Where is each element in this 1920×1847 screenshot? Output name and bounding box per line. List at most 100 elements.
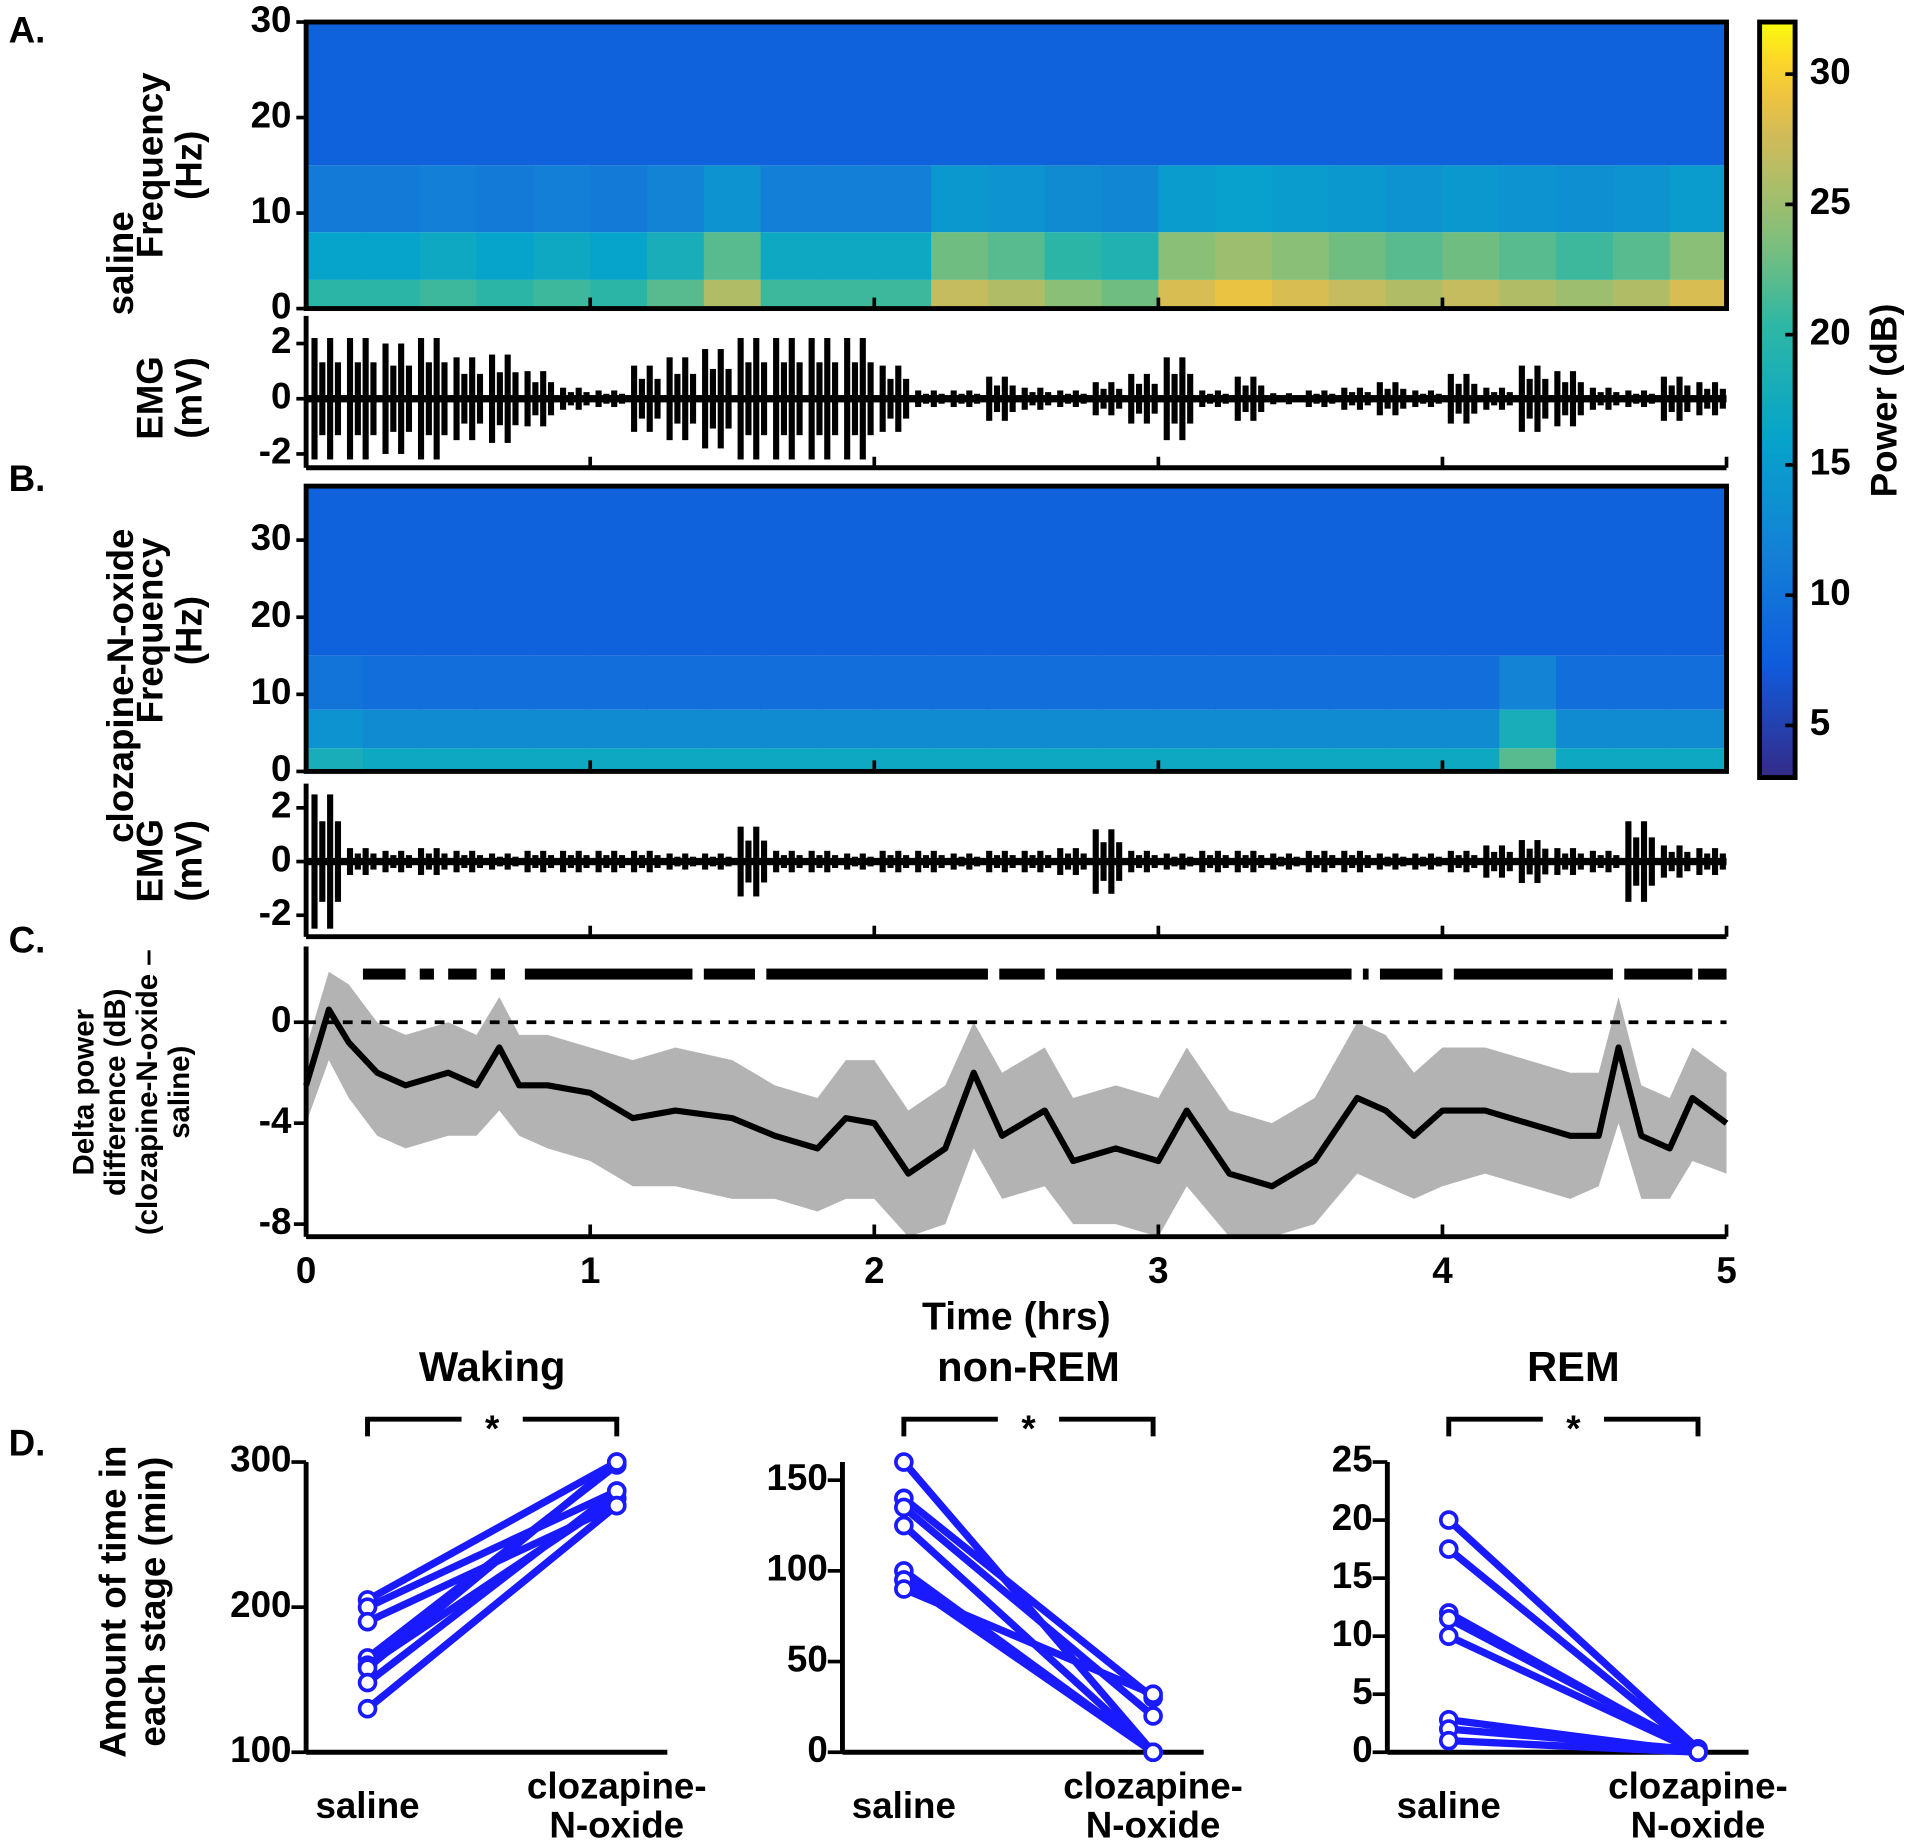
spectrogram-cell (533, 655, 591, 710)
spectrogram-cell (817, 22, 875, 166)
spectrogram-cell (1215, 709, 1273, 749)
x-tick-label: 5 (1716, 1250, 1736, 1291)
y-tick-label: -2 (259, 431, 292, 472)
spectrogram-cell (1612, 232, 1671, 280)
spectrogram-cell (1272, 486, 1330, 656)
spectrogram-cell (987, 232, 1046, 280)
spectrogram-cell (760, 486, 819, 656)
y-tick-label: 0 (271, 375, 291, 416)
spectrogram-cell (1101, 748, 1159, 772)
significance-bar (999, 968, 1045, 980)
panel-title: Waking (419, 1343, 565, 1390)
subject-point (1143, 1684, 1163, 1705)
subject-point (357, 1698, 378, 1719)
spectrogram-cell (362, 709, 421, 749)
spectrogram-cell (306, 232, 364, 280)
spectrogram-cell (362, 22, 421, 166)
spectrogram-cell (476, 655, 535, 710)
spectrogram-cell (1499, 709, 1557, 749)
x-axis-label: Time (hrs) (921, 1293, 1111, 1339)
y-axis-label: Amount of time in each stage (min) (93, 1444, 174, 1758)
x-tick-label: 3 (1148, 1250, 1168, 1291)
spectrogram-cell (1556, 232, 1614, 280)
spectrogram-cell (874, 165, 932, 233)
spectrogram-cell (306, 22, 364, 166)
spectrogram-cell (1328, 22, 1387, 166)
x-tick-label: clozapine-N-oxide (1608, 1766, 1788, 1847)
y-axis-label: Frequency (Hz) (130, 72, 211, 259)
spectrogram-cell (647, 165, 705, 233)
spectrogram-cell (987, 709, 1046, 749)
spectrogram-cell (1158, 165, 1216, 233)
spectrogram-cell (1101, 22, 1159, 166)
spectrogram-cell (1215, 22, 1273, 166)
subject-line (901, 1495, 1156, 1701)
spectrogram-cell (1499, 748, 1557, 772)
spectrogram-cell (1272, 709, 1330, 749)
y-tick-label: 0 (271, 999, 291, 1040)
spectrogram-cell (1385, 279, 1444, 309)
spectrogram-cell (1442, 232, 1500, 280)
panel-title: non-REM (937, 1343, 1120, 1390)
y-axis-label: EMG (mV) (130, 818, 211, 903)
y-tick-label: 10 (1332, 1613, 1373, 1654)
mean-line (303, 1006, 1729, 1190)
spectrogram-cell (1442, 486, 1500, 656)
spectrogram-cell (1101, 655, 1159, 710)
y-tick-label: 100 (766, 1548, 827, 1589)
subject-point (1688, 1742, 1708, 1763)
y-tick-label: 30 (251, 517, 292, 558)
y-tick-label: 200 (230, 1584, 291, 1625)
spectrogram-cell (1272, 748, 1330, 772)
spectrogram-cell (590, 655, 648, 710)
y-tick-label: 0 (271, 748, 291, 789)
colorbar-tick-label: 5 (1810, 702, 1830, 743)
spectrogram-cell (817, 279, 875, 309)
spectrogram-cell (1385, 232, 1444, 280)
spectrogram-cell (1101, 279, 1159, 309)
y-tick-label: 30 (251, 0, 292, 40)
spectrogram-cell (1612, 748, 1671, 772)
subject-point (894, 1579, 914, 1599)
spectrogram-cell (1669, 22, 1728, 166)
spectrogram-cell (1272, 22, 1330, 166)
spectrogram-cell (590, 486, 648, 656)
spectrogram-cell (362, 655, 421, 710)
spectrogram-cell (362, 279, 421, 309)
spectrogram-cell (1158, 486, 1216, 656)
x-tick-label: 2 (864, 1250, 884, 1291)
spectrogram-cell (1215, 486, 1273, 656)
spectrogram-cell (476, 486, 535, 656)
panel-label: C. (8, 920, 46, 961)
spectrogram-cell (533, 486, 591, 656)
spectrogram-cell (1328, 232, 1387, 280)
spectrogram-cell (1101, 709, 1159, 749)
spectrogram-cell (874, 279, 932, 309)
y-tick-label: 5 (1352, 1671, 1372, 1712)
spectrogram-cell (1158, 655, 1216, 710)
spectrogram-cell (1385, 709, 1444, 749)
spectrogram-cell (419, 748, 478, 772)
y-tick-label: 10 (251, 190, 292, 231)
spectrogram-cell (1272, 655, 1330, 710)
spectrogram-cell (1499, 165, 1557, 233)
spectrogram-cell (306, 279, 364, 309)
spectrogram-cell (931, 486, 989, 656)
spectrogram-cell (1669, 655, 1728, 710)
spectrogram-cell (1215, 232, 1273, 280)
spectrogram-cell (1499, 655, 1557, 710)
spectrogram-cell (1215, 279, 1273, 309)
x-tick-label: saline (1396, 1786, 1501, 1827)
y-axis-label: Delta power difference (dB) (clozapine-N… (67, 948, 196, 1235)
spectrogram-cell (1612, 486, 1671, 656)
spectrogram-cell (987, 748, 1046, 772)
significance-bar (1056, 968, 1352, 980)
spectrogram-cell (1158, 232, 1216, 280)
spectrogram-cell (1669, 748, 1728, 772)
significance-star: * (1021, 1408, 1036, 1449)
spectrogram-cell (1044, 655, 1103, 710)
y-tick-label: 15 (1332, 1555, 1373, 1596)
spectrogram-cell (533, 709, 591, 749)
spectrogram-cell (1101, 165, 1159, 233)
